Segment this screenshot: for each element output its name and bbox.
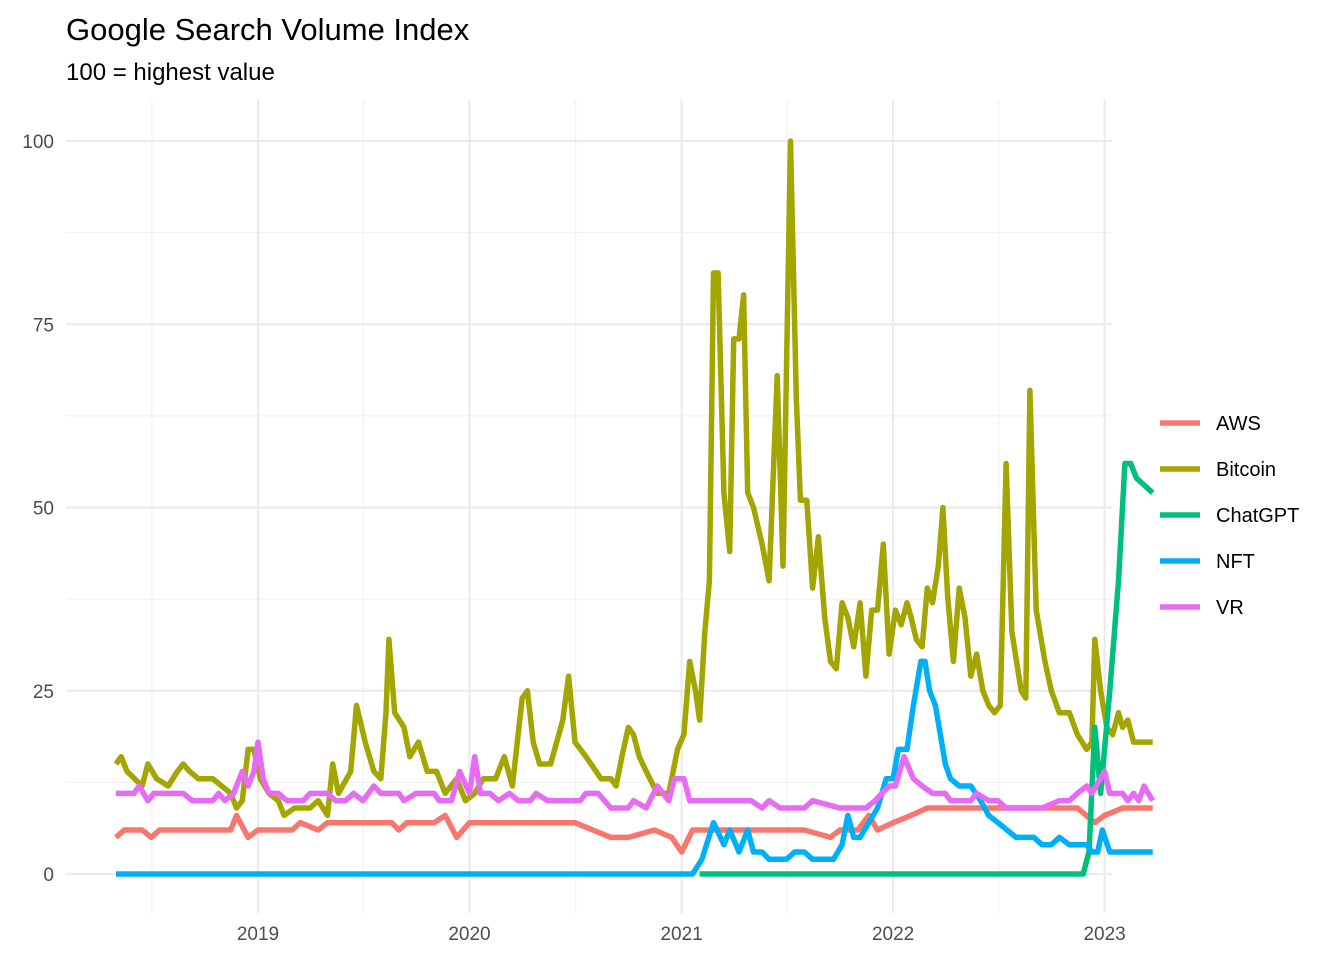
series-lines: [113, 138, 1156, 877]
legend-label-aws: AWS: [1216, 413, 1261, 435]
y-tick-label: 100: [22, 132, 54, 153]
chart-title: Google Search Volume Index: [66, 12, 470, 47]
series-line-nft: [116, 658, 1153, 877]
legend-label-nft: NFT: [1216, 551, 1255, 573]
x-tick-label: 2020: [448, 924, 490, 945]
x-tick-label: 2022: [872, 924, 914, 945]
x-axis: 2019 2020 2021 2022 2023: [237, 924, 1126, 945]
x-tick-label: 2023: [1083, 924, 1125, 945]
x-tick-label: 2019: [237, 924, 279, 945]
series-line-bitcoin: [113, 138, 1153, 819]
series-line-chatgpt: [699, 460, 1155, 877]
x-tick-label: 2021: [660, 924, 702, 945]
chart-subtitle: 100 = highest value: [66, 59, 275, 86]
y-tick-label: 50: [33, 499, 54, 520]
y-tick-label: 0: [43, 865, 54, 886]
legend-label-bitcoin: Bitcoin: [1216, 459, 1276, 481]
legend-label-vr: VR: [1216, 597, 1244, 619]
legend: AWS Bitcoin ChatGPT NFT VR: [1160, 413, 1299, 619]
y-axis: 0 25 50 75 100: [22, 132, 54, 886]
y-tick-label: 25: [33, 682, 54, 703]
series-line-aws: [114, 805, 1153, 855]
series-line-vr: [116, 739, 1156, 811]
y-tick-label: 75: [33, 315, 54, 336]
legend-label-chatgpt: ChatGPT: [1216, 505, 1299, 527]
